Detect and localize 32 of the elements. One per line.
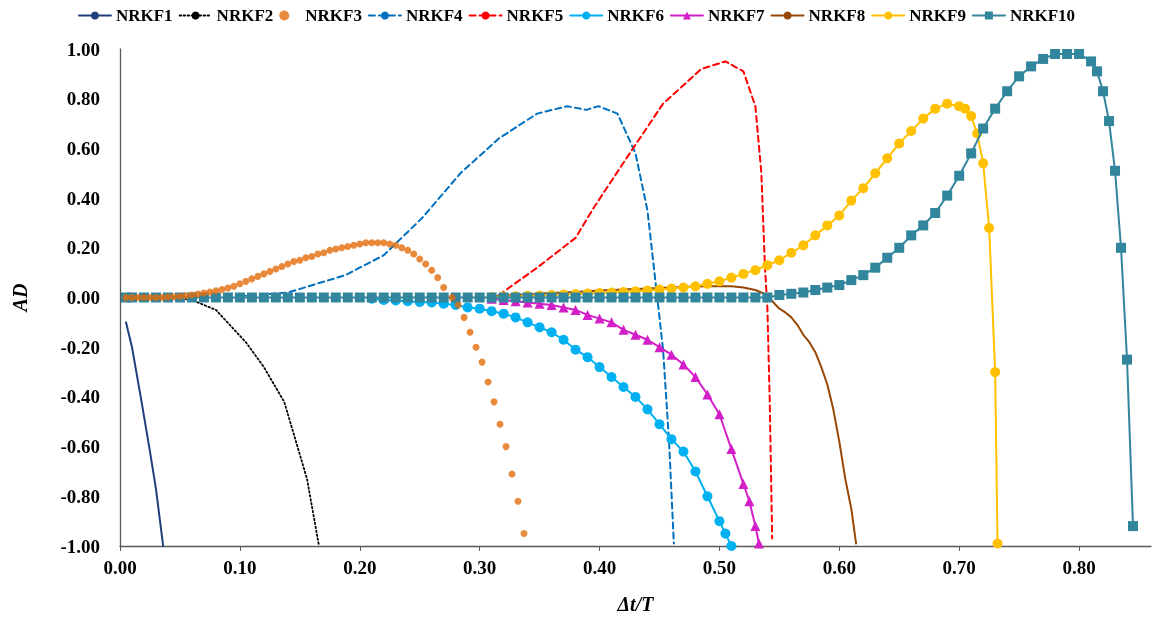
x-tick-label: 0.40 xyxy=(582,557,617,578)
x-axis-title: Δt/T xyxy=(616,593,655,615)
y-tick-label: 0.60 xyxy=(66,137,100,159)
x-tick-label: 0.80 xyxy=(1062,557,1096,578)
y-tick-label: -0.80 xyxy=(60,485,100,507)
x-tick-label: 0.70 xyxy=(942,557,976,578)
x-tick-label: 0.60 xyxy=(822,557,856,578)
x-tick-label: 0.20 xyxy=(343,557,377,578)
legend-label: NRKF2 xyxy=(216,6,274,25)
legend-label: NRKF6 xyxy=(607,6,664,25)
legend-label: NRKF10 xyxy=(1009,6,1076,25)
legend-label: NRKF1 xyxy=(115,6,173,25)
legend-label: NRKF5 xyxy=(506,6,564,25)
y-axis-title: AD xyxy=(9,283,31,314)
y-tick-label: 1.00 xyxy=(66,38,100,60)
x-tick-label: 0.30 xyxy=(463,557,497,578)
legend-label: NRKF3 xyxy=(305,6,362,25)
y-tick-label: -0.20 xyxy=(60,336,100,358)
y-tick-label: 0.20 xyxy=(66,237,100,259)
legend-label: NRKF8 xyxy=(808,6,866,25)
y-tick-label: 0.80 xyxy=(66,88,100,110)
y-tick-label: -0.60 xyxy=(60,436,100,458)
x-tick-label: 0.00 xyxy=(103,557,137,578)
legend-label: NRKF7 xyxy=(707,6,766,25)
legend-label: NRKF9 xyxy=(909,6,966,25)
y-tick-label: 0.40 xyxy=(66,187,100,209)
y-tick-label: -0.40 xyxy=(60,386,100,408)
x-tick-label: 0.10 xyxy=(223,557,257,578)
y-tick-label: 0.00 xyxy=(66,287,100,308)
y-tick-label: -1.00 xyxy=(60,535,100,557)
x-tick-label: 0.50 xyxy=(702,557,737,578)
legend-label: NRKF4 xyxy=(405,6,464,25)
